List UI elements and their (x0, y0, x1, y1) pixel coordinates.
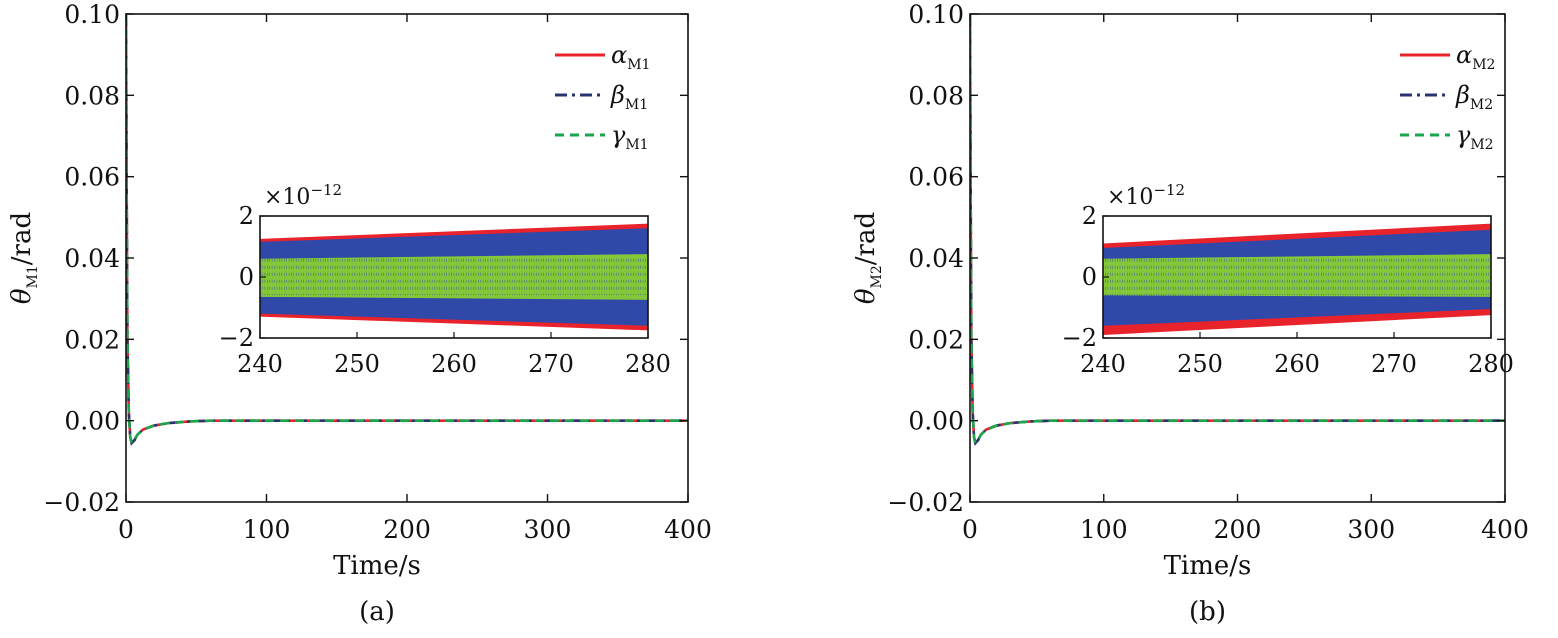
inset-x-tick-label: 240 (237, 350, 283, 378)
inset-x-tick-label: 270 (528, 350, 574, 378)
y-tick-label: 0.08 (908, 81, 964, 110)
series-line-γM2 (970, 14, 1505, 446)
y-tick-label: 0.08 (64, 81, 120, 110)
inset-y-tick-label: 0 (239, 263, 254, 291)
x-tick-label: 200 (1214, 515, 1262, 544)
x-axis-label: Time/s (1164, 551, 1252, 581)
inset-y-tick-label: −2 (219, 324, 254, 352)
panel-label: (b) (1189, 597, 1226, 627)
x-tick-label: 400 (664, 515, 712, 544)
legend-label-βM1: βM1 (610, 81, 648, 113)
inset-x-tick-label: 250 (334, 350, 380, 378)
inset-x-tick-label: 250 (1177, 350, 1223, 378)
y-tick-label: −0.02 (43, 488, 120, 517)
inset-scale-multiplier: ×10−12 (264, 181, 342, 210)
legend-label-αM2: αM2 (1456, 41, 1495, 73)
chart-panel-b: 0 100 200 300 400 −0.02 0.00 0.02 0.04 0.06 0.08 0.… (851, 0, 1529, 627)
y-tick-label: 0.10 (908, 0, 964, 29)
legend: αM1 βM1 γM1 (555, 41, 650, 153)
inset-x-tick-label: 260 (431, 350, 477, 378)
inset: 240 250 260 270 280 −2 0 2 ×10−12 (219, 181, 671, 378)
y-tick-label: −0.02 (887, 488, 964, 517)
inset-x-tick-label: 280 (625, 350, 671, 378)
inset-x-tick-label: 270 (1371, 350, 1417, 378)
y-tick-label: 0.02 (64, 325, 120, 354)
x-tick-label: 0 (118, 515, 134, 544)
inset-y-tick-label: 0 (1082, 263, 1097, 291)
x-tick-label: 100 (1080, 515, 1128, 544)
y-tick-label: 0.06 (908, 163, 964, 192)
x-tick-label: 300 (1347, 515, 1395, 544)
x-tick-label: 200 (383, 515, 431, 544)
inset-scale-multiplier: ×10−12 (1107, 181, 1185, 210)
inset-y-tick-label: 2 (1082, 202, 1097, 230)
y-tick-label: 0.04 (908, 244, 964, 273)
x-tick-label: 0 (962, 515, 978, 544)
legend: αM2 βM2 γM2 (1400, 41, 1495, 153)
legend-label-βM2: βM2 (1455, 81, 1493, 113)
legend-label-γM2: γM2 (1456, 121, 1494, 153)
panel-label: (a) (359, 597, 395, 627)
y-tick-label: 0.04 (64, 244, 120, 273)
inset-x-tick-label: 280 (1468, 350, 1514, 378)
y-axis-label: θM2/rad (851, 212, 885, 304)
inset-x-tick-label: 240 (1080, 350, 1126, 378)
inset-y-tick-label: 2 (239, 202, 254, 230)
legend-label-αM1: αM1 (611, 41, 650, 73)
inset: 240 250 260 270 280 −2 0 2 ×10−12 (1062, 181, 1514, 378)
legend-label-γM1: γM1 (611, 121, 649, 153)
x-tick-label: 400 (1481, 515, 1529, 544)
y-tick-label: 0.00 (64, 407, 120, 436)
inset-y-tick-label: −2 (1062, 324, 1097, 352)
y-tick-label: 0.10 (64, 0, 120, 29)
y-tick-label: 0.02 (908, 325, 964, 354)
y-tick-label: 0.00 (908, 407, 964, 436)
chart-panel-a: 0 100 200 300 400 −0.02 0.00 0.02 0.04 0.06 0.08 0.… (7, 0, 712, 627)
x-tick-label: 100 (243, 515, 291, 544)
y-tick-label: 0.06 (64, 163, 120, 192)
inset-x-tick-label: 260 (1274, 350, 1320, 378)
x-tick-label: 300 (524, 515, 572, 544)
x-axis-label: Time/s (333, 551, 421, 581)
y-axis-label: θM1/rad (7, 212, 41, 304)
series-line-γM1 (126, 14, 688, 446)
